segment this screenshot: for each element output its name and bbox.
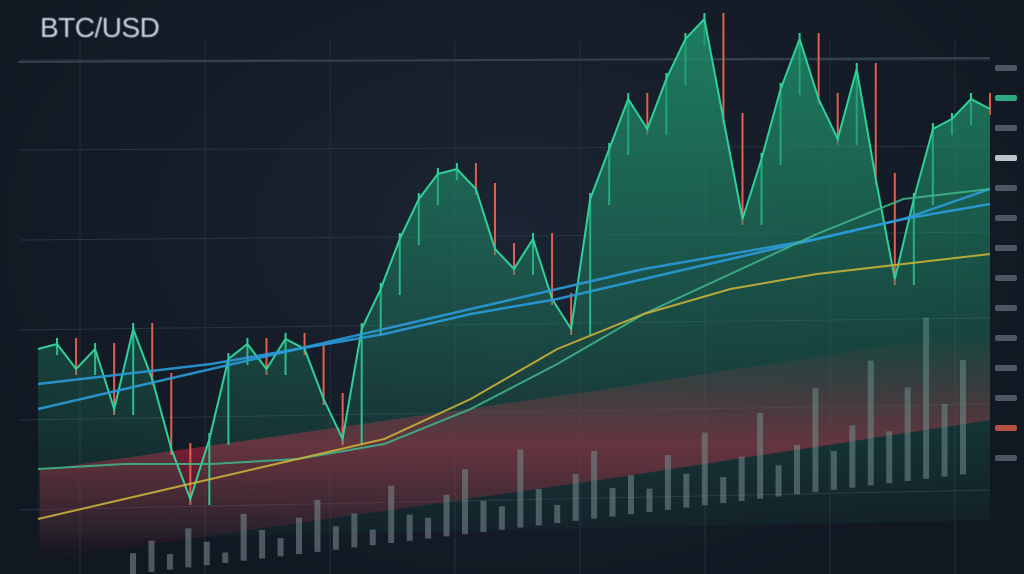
chart-title: BTC/USD	[40, 12, 160, 43]
price-axis-label	[995, 335, 1017, 341]
volume-bar	[277, 538, 284, 557]
price-axis-label	[995, 425, 1017, 431]
price-axis-label	[995, 185, 1017, 191]
price-axis-label	[995, 215, 1017, 221]
volume-bar	[369, 529, 376, 546]
moving-average-line	[37, 188, 991, 470]
price-line	[37, 16, 991, 503]
price-axis-label	[995, 365, 1017, 371]
price-axis-label	[995, 65, 1017, 71]
volume-bar	[203, 541, 210, 566]
volume-bar	[296, 517, 302, 555]
price-axis-label	[995, 125, 1017, 131]
price-axis-label	[995, 305, 1017, 311]
volume-bar	[332, 526, 339, 550]
volume-bar	[222, 552, 229, 563]
price-axis-label	[995, 395, 1017, 401]
chart-border	[17, 57, 991, 63]
price-axis-label	[995, 95, 1017, 101]
price-axis-label	[995, 155, 1017, 161]
price-axis-label	[995, 245, 1017, 251]
volume-bar	[259, 529, 266, 559]
volume-bar	[240, 513, 247, 561]
moving-average-line	[37, 187, 991, 386]
volume-bar	[148, 540, 155, 572]
volume-bar	[166, 553, 173, 570]
price-axis-label	[995, 275, 1017, 281]
moving-average-line	[37, 253, 991, 520]
price-area	[38, 19, 990, 540]
price-axis-label	[995, 455, 1017, 461]
volume-bar	[185, 528, 192, 568]
volume-bar	[130, 553, 136, 574]
